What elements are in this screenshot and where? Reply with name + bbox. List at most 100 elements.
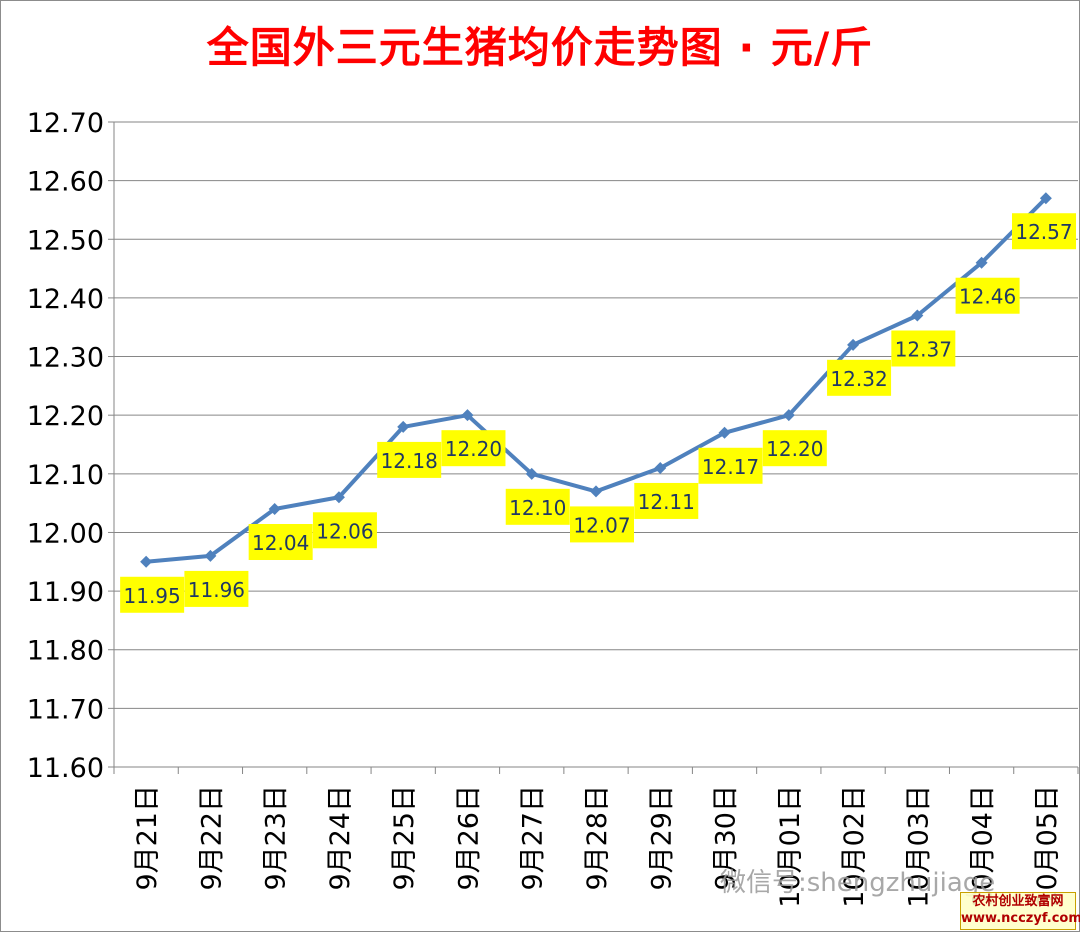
data-label-box (248, 524, 313, 560)
y-tick-label: 11.90 (27, 577, 104, 608)
x-tick-label: 10月04日 (968, 785, 999, 908)
chart-title: 全国外三元生猪均价走势图 · 元/斤 (206, 23, 874, 72)
data-point (332, 491, 345, 504)
data-label-text: 12.04 (252, 531, 309, 555)
y-tick-label: 12.70 (27, 108, 104, 139)
data-label: 12.04 (248, 524, 313, 560)
data-label-text: 12.07 (573, 513, 630, 537)
data-point (654, 461, 667, 474)
x-tick-label: 9月27日 (518, 785, 549, 891)
data-point (140, 555, 153, 568)
data-point (397, 420, 410, 433)
wechat-watermark: 微信号:shengzhujiage (720, 868, 996, 898)
data-label-box (441, 430, 506, 467)
data-point (590, 485, 602, 498)
data-label-box (184, 570, 249, 607)
data-label-text: 12.32 (830, 367, 887, 391)
y-tick-label: 11.80 (27, 636, 104, 667)
x-tick-label: 9月26日 (453, 785, 484, 891)
data-point (782, 409, 795, 422)
data-label: 12.11 (634, 482, 699, 519)
data-label: 12.20 (441, 430, 506, 467)
data-label-text: 12.17 (702, 455, 759, 479)
axes (108, 121, 1079, 774)
y-tick-label: 12.30 (27, 343, 104, 374)
data-point (911, 309, 924, 322)
data-label-box (570, 506, 634, 543)
data-point (461, 409, 474, 422)
data-label-text: 11.96 (188, 578, 245, 602)
data-label: 12.20 (762, 430, 827, 467)
data-point (268, 503, 281, 515)
data-label: 11.95 (120, 576, 185, 613)
data-label: 12.32 (827, 359, 892, 396)
data-label: 12.07 (570, 506, 634, 543)
site-badge-watermark: 农村创业致富网 www.ncczyf.com (960, 892, 1080, 930)
data-label-text: 12.06 (316, 519, 373, 543)
data-label-box (312, 512, 377, 549)
data-label-text: 12.18 (381, 449, 438, 473)
data-label-box (762, 430, 827, 467)
data-label-text: 12.10 (509, 496, 566, 520)
x-tick-label: 9月22日 (196, 785, 227, 891)
data-label-box (827, 359, 892, 396)
data-label-text: 12.57 (1015, 220, 1072, 244)
x-tick-label: 9月28日 (582, 785, 613, 891)
data-label-text: 12.20 (445, 437, 502, 461)
y-axis-tick-labels: 11.60 11.70 11.80 11.90 12.00 12.10 12.20 12.30… (27, 108, 104, 784)
data-label: 12.10 (505, 488, 570, 525)
y-tick-label: 12.00 (27, 518, 104, 549)
data-label: 12.37 (891, 330, 956, 367)
data-label-box (955, 277, 1020, 314)
data-label-text: 12.11 (638, 490, 695, 514)
data-label-text: 12.37 (895, 338, 952, 362)
series-price (140, 192, 1052, 568)
data-point (718, 426, 731, 439)
data-label-box (120, 576, 185, 613)
x-tick-label: 10月05日 (1032, 785, 1063, 908)
gridlines (114, 121, 1078, 709)
data-point (204, 549, 217, 562)
x-tick-label: 9月29日 (646, 785, 677, 891)
data-label-text: 12.20 (766, 437, 823, 461)
data-label-box (634, 482, 699, 519)
x-tick-label: 9月24日 (325, 785, 356, 891)
x-tick-label: 9月23日 (261, 785, 292, 891)
data-label: 12.18 (377, 441, 442, 478)
data-label-box (377, 441, 442, 478)
data-point (847, 338, 860, 351)
data-label: 12.57 (1012, 213, 1076, 250)
badge-line1: 农村创业致富网 (972, 894, 1064, 909)
badge-line2: www.ncczyf.com (961, 911, 1080, 926)
y-tick-label: 11.60 (27, 753, 104, 784)
data-label: 11.96 (184, 570, 249, 607)
x-tick-label: 9月21日 (132, 785, 163, 891)
y-tick-label: 11.70 (27, 694, 104, 725)
data-label-box (1012, 213, 1076, 250)
x-tick-label: 10月01日 (775, 785, 806, 908)
data-label: 12.06 (312, 512, 377, 549)
x-tick-label: 10月02日 (839, 785, 870, 908)
y-tick-label: 12.10 (27, 460, 104, 491)
data-point (1039, 192, 1052, 205)
data-label-box (891, 330, 956, 367)
y-tick-label: 12.20 (27, 401, 104, 432)
data-label-box (698, 447, 763, 484)
y-tick-label: 12.50 (27, 225, 104, 256)
x-axis-tick-labels: 9月21日 9月22日 9月23日 9月24日 9月25日 9月26日 9月27日 9月28日… (132, 785, 1063, 908)
x-tick-label: 9月30日 (711, 785, 742, 891)
data-label-text: 11.95 (124, 584, 181, 608)
data-label-text: 12.46 (959, 285, 1016, 309)
data-point (975, 256, 988, 269)
data-labels: 11.95 11.96 12.04 12.06 12.18 12.20 12.10 12.07… (120, 213, 1076, 613)
data-label-box (505, 488, 570, 525)
y-tick-label: 12.60 (27, 167, 104, 198)
data-label: 12.46 (955, 277, 1020, 314)
x-tick-label: 10月03日 (903, 785, 934, 908)
data-point (525, 467, 538, 480)
x-tick-label: 9月25日 (389, 785, 420, 891)
y-tick-label: 12.40 (27, 284, 104, 315)
data-label: 12.17 (698, 447, 763, 484)
